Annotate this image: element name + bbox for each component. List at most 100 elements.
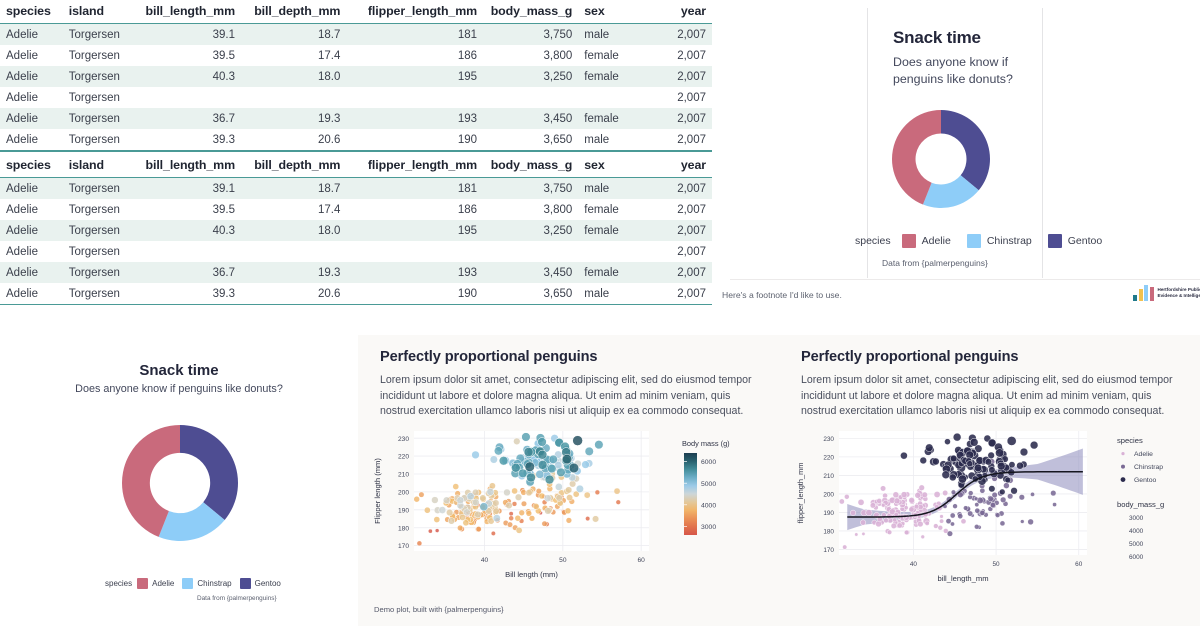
table-header-row: species island bill_length_mm bill_depth… xyxy=(0,151,712,178)
legend-label-gentoo: Gentoo xyxy=(1134,477,1157,484)
scatter-point xyxy=(537,449,548,460)
col-island: island xyxy=(62,0,134,24)
donut-slice-chinstrap[interactable] xyxy=(158,502,225,541)
scatter-point xyxy=(489,455,498,464)
scatter-point xyxy=(472,498,480,507)
legend-dot-gentoo[interactable] xyxy=(1120,477,1126,482)
scatter-point xyxy=(958,474,967,484)
scatter-point xyxy=(854,532,859,537)
scatter-point xyxy=(511,463,521,473)
scatter-point xyxy=(892,491,900,498)
cell-body_mass_g: 3,800 xyxy=(483,199,579,220)
scatter-point xyxy=(1052,502,1057,507)
scatter-plot-mid: 170 180 190 200 210 220 230 40 50 60 Flipper lengt… xyxy=(373,431,730,579)
scatter-point xyxy=(438,506,447,514)
scatter-point xyxy=(999,488,1006,496)
table-row: Adelie Torgersen 39.5 17.4 186 3,800 female 2,0… xyxy=(0,199,712,220)
legend-label-gentoo: Gentoo xyxy=(1067,235,1103,247)
scatter-point xyxy=(991,491,998,498)
scatter-point xyxy=(413,496,420,503)
legend-label-gentoo: Gentoo xyxy=(254,579,281,588)
scatter-point xyxy=(925,443,934,452)
scatter-point xyxy=(987,495,994,502)
cell-year: 2,007 xyxy=(651,283,712,305)
cell-year: 2,007 xyxy=(651,66,712,87)
scatter-mid-footer: Demo plot, built with {palmerpenguins} xyxy=(374,605,504,614)
donut-slice-chinstrap[interactable] xyxy=(922,175,979,208)
table-row: Adelie Torgersen 36.7 19.3 193 3,450 female 2,0… xyxy=(0,262,712,283)
donut-slice-adelie[interactable] xyxy=(892,110,941,205)
y-tick-label: 230 xyxy=(823,436,834,443)
scatter-point xyxy=(431,496,439,504)
legend-item-gentoo[interactable]: Gentoo xyxy=(239,578,281,589)
cell-year: 2,007 xyxy=(651,220,712,241)
cell-body_mass_g: 3,650 xyxy=(483,283,579,305)
table-row: Adelie Torgersen 39.1 18.7 181 3,750 male 2,007 xyxy=(0,177,712,199)
col-year: year xyxy=(651,0,712,24)
legend-item-chinstrap[interactable]: Chinstrap xyxy=(966,234,1032,248)
scatter-point xyxy=(544,474,555,485)
x-tick-label: 50 xyxy=(559,557,567,564)
cell-bill_length_mm xyxy=(133,241,242,262)
scatter-point xyxy=(988,466,996,474)
legend-title: species xyxy=(105,579,133,588)
scatter-point xyxy=(944,438,951,445)
y-tick-label: 190 xyxy=(823,510,834,517)
legend-dot-chinstrap[interactable] xyxy=(1121,464,1125,469)
scatter-point xyxy=(1003,482,1010,489)
donut-chart-top xyxy=(892,110,990,208)
legend-swatch-gentoo xyxy=(239,578,251,589)
donut-slice-adelie[interactable] xyxy=(122,425,180,537)
colorbar-tick-label: 4000 xyxy=(701,502,716,509)
cell-body_mass_g xyxy=(483,241,579,262)
cell-sex: male xyxy=(578,177,652,199)
scatter-point xyxy=(508,511,514,517)
scatter-point xyxy=(572,490,580,498)
scatter-point xyxy=(544,507,552,515)
cell-bill_depth_mm: 19.3 xyxy=(241,262,347,283)
scatter-point xyxy=(880,485,887,492)
cell-sex: female xyxy=(578,199,652,220)
cell-flipper_length_mm: 186 xyxy=(346,199,484,220)
cell-sex: female xyxy=(578,220,652,241)
scatter-point xyxy=(535,469,545,479)
scatter-point xyxy=(1020,519,1025,524)
scatter-point xyxy=(949,512,956,519)
scatter-point xyxy=(554,483,563,491)
cell-bill_length_mm: 40.3 xyxy=(133,220,242,241)
cell-bill_depth_mm: 20.6 xyxy=(241,129,347,151)
legend-item-adelie[interactable]: Adelie xyxy=(137,578,174,589)
table-row: Adelie Torgersen 40.3 18.0 195 3,250 female 2,0… xyxy=(0,220,712,241)
scatter-point xyxy=(492,499,500,507)
legend-item-chinstrap[interactable]: Chinstrap xyxy=(182,578,232,589)
cell-year: 2,007 xyxy=(651,199,712,220)
scatter-point xyxy=(505,501,513,509)
cell-bill_depth_mm: 17.4 xyxy=(241,45,347,66)
legend-item-adelie[interactable]: Adelie xyxy=(901,234,951,248)
legend-item-gentoo[interactable]: Gentoo xyxy=(1047,234,1103,248)
scatter-point xyxy=(933,523,939,529)
cell-bill_depth_mm: 20.6 xyxy=(241,283,347,305)
donut-slice-gentoo[interactable] xyxy=(180,425,238,520)
legend-dot-adelie[interactable] xyxy=(1121,452,1125,456)
scatter-mid-title: Perfectly proportional penguins xyxy=(380,349,598,365)
logo-bars-icon xyxy=(1133,285,1154,301)
scatter-point xyxy=(893,497,901,505)
scatter-point xyxy=(960,518,967,525)
col-bill-depth: bill_depth_mm xyxy=(241,0,347,24)
smooth-line xyxy=(847,470,1083,518)
scatter-point xyxy=(969,438,979,447)
scatter-point xyxy=(1004,476,1011,484)
scatter-point xyxy=(974,502,980,508)
scatter-point xyxy=(941,470,950,479)
scatter-point xyxy=(523,447,534,457)
scatter-point xyxy=(950,521,955,527)
donut-slice-gentoo[interactable] xyxy=(941,110,990,191)
cell-species: Adelie xyxy=(0,262,63,283)
scatter-point xyxy=(966,460,974,468)
scatter-point xyxy=(861,531,866,536)
cell-year: 2,007 xyxy=(651,87,712,108)
table-header-row: species island bill_length_mm bill_depth… xyxy=(0,0,712,24)
scatter-right-body: Lorem ipsum dolor sit amet, consectetur … xyxy=(801,374,1173,418)
scatter-point xyxy=(506,521,513,528)
